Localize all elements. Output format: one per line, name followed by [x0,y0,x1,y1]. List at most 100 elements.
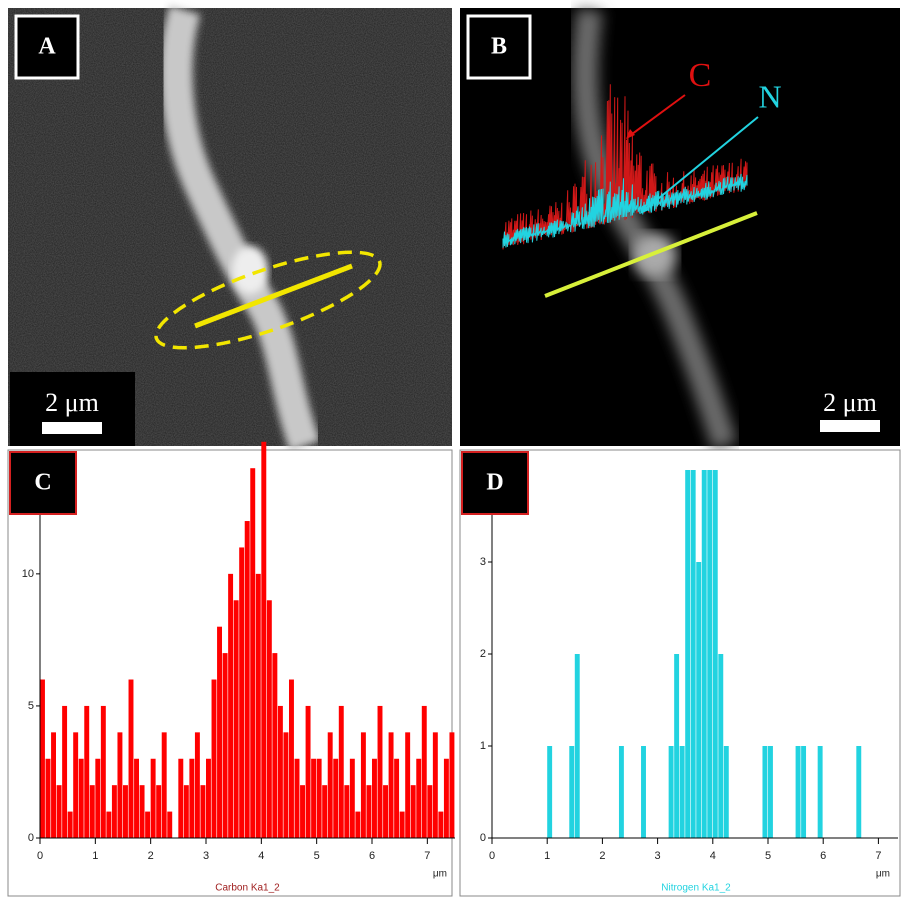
bar [427,785,433,838]
annotation-n: N [758,78,781,114]
bar [569,746,575,838]
arrow-head [640,204,649,214]
bar [322,785,328,838]
y-tick-label: 0 [28,832,34,844]
panel-a: 2 μm A [8,5,452,452]
bar [690,470,696,838]
bar [344,785,350,838]
bar [294,758,300,838]
bar [372,758,377,838]
x-tick-label: 1 [544,850,550,862]
bar [239,547,245,838]
bar [62,705,68,838]
panel-b: C N 2 μm B [460,8,900,451]
bar [618,746,624,838]
series-label: Nitrogen Ka1_2 [661,883,731,894]
bar [707,470,713,838]
bar [84,705,90,838]
bar [641,746,646,838]
bar [410,785,416,838]
bar [211,679,217,838]
bar [679,746,685,838]
roi-ellipse [154,250,382,350]
bar [366,785,372,838]
bar [283,732,289,838]
bar [712,470,718,838]
y-tick-label: 3 [480,556,486,568]
x-tick-label: 7 [875,850,881,862]
bar [277,705,283,838]
panel-label-box [461,451,529,515]
bar [338,705,344,838]
y-tick-label: 1 [480,740,486,752]
line-scan [194,263,353,329]
bar [432,732,438,838]
scale-bar [820,420,880,432]
x-tick-label: 2 [599,850,605,862]
bar [111,785,117,838]
x-tick-label: 3 [655,850,661,862]
bar [200,785,206,838]
panel-label: A [38,34,56,60]
x-tick-label: 3 [203,850,209,862]
bar [56,785,62,838]
bar [405,732,411,838]
bar [316,758,322,838]
bar [272,653,278,838]
bar [289,679,294,838]
y-tick-label: 10 [22,568,34,580]
bar [255,573,261,838]
y-tick-label: 5 [28,700,34,712]
x-tick-label: 0 [489,850,495,862]
bar [45,758,51,838]
bar [222,653,228,838]
bar [145,811,151,838]
bar [856,746,862,838]
bar [383,785,388,838]
bar [685,470,691,838]
bar [305,705,311,838]
series-label: Carbon Ka1_2 [215,883,280,894]
bar [311,758,317,838]
bar [349,758,355,838]
bar [574,654,580,838]
panel-label-box [9,451,77,515]
x-tick-label: 4 [710,850,716,862]
bar [443,758,449,838]
profile [502,173,748,248]
panel-label: D [486,470,503,496]
profile [502,84,748,250]
bar [327,732,333,838]
bar [150,758,156,838]
bar [194,732,200,838]
x-tick-label: 4 [258,850,264,862]
bar [762,746,768,838]
bar [360,732,366,838]
bar [723,746,729,838]
line-scan [544,211,758,298]
bar [421,705,427,838]
bar [78,758,84,838]
bar [250,468,256,838]
bar [266,600,272,838]
bar [399,811,405,838]
bar [95,758,101,838]
bar [674,654,680,838]
bar [333,758,339,838]
bar [139,785,145,838]
x-tick-label: 5 [765,850,771,862]
x-tick-label: 0 [37,850,43,862]
arrow-head [626,129,635,139]
arrow-n [641,116,759,213]
bar [206,758,211,838]
panel-label: C [34,470,51,496]
x-tick-label: 1 [92,850,98,862]
bar [449,732,455,838]
bar [128,679,134,838]
bar [394,758,400,838]
bar [167,811,173,838]
x-tick-label: 6 [820,850,826,862]
bar [156,785,162,838]
